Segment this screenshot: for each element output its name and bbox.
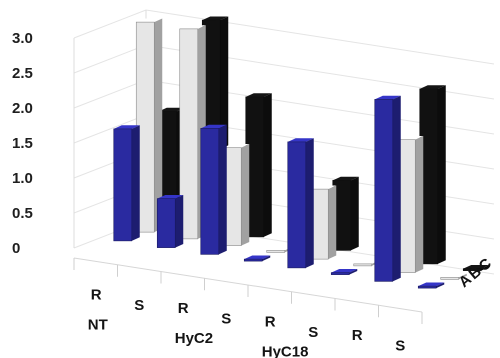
bar-B-7 xyxy=(396,136,424,273)
category-label: R xyxy=(178,300,189,317)
bar-A-5 xyxy=(287,138,314,269)
grid-line-back-6 xyxy=(145,9,495,65)
bar-A-3 xyxy=(200,124,227,255)
category-label: R xyxy=(265,313,276,330)
bar-A-4 xyxy=(243,255,271,262)
grid-line-left-4 xyxy=(73,79,147,109)
bar-A-6 xyxy=(330,269,358,275)
bar-A-8 xyxy=(417,282,445,289)
bar-B-5 xyxy=(309,185,337,260)
y-tick-label: 0 xyxy=(12,240,20,257)
y-tick-label: 2.0 xyxy=(12,100,33,117)
bar-A-7 xyxy=(374,95,401,282)
bar-A-2 xyxy=(156,195,184,248)
x-axis-labels: R S R S R S R S NT HyC2 HyC18 HyC28 xyxy=(88,286,406,358)
category-label: S xyxy=(308,324,318,341)
bar-C-5 xyxy=(332,176,359,251)
bar-A-1 xyxy=(113,125,140,242)
y-tick-label: 1.0 xyxy=(12,170,33,187)
bar-C-3 xyxy=(245,93,272,238)
category-label: S xyxy=(395,338,405,355)
bar-C-7 xyxy=(419,85,446,265)
grid-line-left-6 xyxy=(73,9,147,39)
grid-line-left-5 xyxy=(73,44,147,74)
bars xyxy=(113,16,490,289)
category-label: R xyxy=(352,327,363,344)
group-label: HyC18 xyxy=(262,343,309,358)
bar-B-1 xyxy=(135,18,163,233)
group-label: NT xyxy=(88,316,108,333)
group-label: HyC28 xyxy=(349,357,396,358)
group-label: HyC2 xyxy=(175,330,213,347)
y-tick-label: 1.5 xyxy=(12,135,33,152)
bar-B-3 xyxy=(222,144,250,246)
y-tick-label: 3.0 xyxy=(12,30,33,47)
y-tick-label: 0.5 xyxy=(12,205,33,222)
y-tick-label: 2.5 xyxy=(12,65,33,82)
grid-line-left-3 xyxy=(73,114,147,144)
category-label: S xyxy=(134,297,144,314)
bar-B-8 xyxy=(440,273,467,280)
bar-C-8 xyxy=(462,265,490,271)
category-label: R xyxy=(91,286,102,303)
category-label: S xyxy=(221,311,231,328)
y-tick-labels: 0 0.5 1.0 1.5 2.0 2.5 3.0 xyxy=(12,30,33,257)
